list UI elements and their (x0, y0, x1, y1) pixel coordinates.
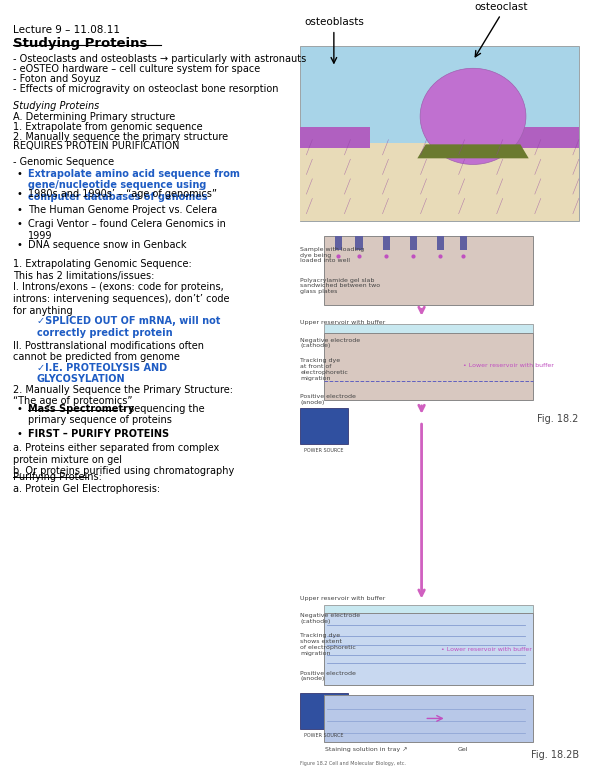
Text: 1. Extrapolating Genomic Sequence:
This has 2 limitations/issues:
I. Introns/exo: 1. Extrapolating Genomic Sequence: This … (13, 259, 230, 316)
Text: Sample with loading
dye being
loaded into well: Sample with loading dye being loaded int… (300, 246, 365, 263)
Text: ✓I.E. PROTEOLYSIS AND
GLYCOSYLATION: ✓I.E. PROTEOLYSIS AND GLYCOSYLATION (37, 363, 167, 384)
Bar (324, 695, 533, 742)
Text: - Effects of microgravity on osteoclast bone resorption: - Effects of microgravity on osteoclast … (13, 84, 278, 94)
Ellipse shape (420, 69, 526, 165)
Text: primary sequence of proteins: primary sequence of proteins (28, 415, 172, 425)
Text: 2. Manually Sequence the Primary Structure:
“The age of proteomics”: 2. Manually Sequence the Primary Structu… (13, 385, 233, 407)
Text: - Osteoclasts and osteoblasts → particularly with astronauts: - Osteoclasts and osteoblasts → particul… (13, 54, 306, 64)
Text: Fig. 18.2: Fig. 18.2 (537, 413, 579, 424)
Bar (300, 142, 579, 221)
Text: a. Proteins either separated from complex
protein mixture on gel
b. Or proteins : a. Proteins either separated from comple… (13, 444, 234, 477)
Text: - Foton and Soyuz: - Foton and Soyuz (13, 74, 101, 84)
Text: osteoclast: osteoclast (474, 2, 528, 12)
Text: Negative electrode
(cathode): Negative electrode (cathode) (300, 613, 361, 624)
Bar (324, 324, 533, 333)
Bar (355, 236, 362, 250)
Text: Tracking dye
shows extent
of electrophoretic
migration: Tracking dye shows extent of electrophor… (300, 633, 356, 655)
Text: POWER SOURCE: POWER SOURCE (305, 733, 344, 738)
Text: Figure 18.2 Cell and Molecular Biology, etc.: Figure 18.2 Cell and Molecular Biology, … (300, 761, 406, 766)
Text: - Genomic Sequence: - Genomic Sequence (13, 156, 114, 166)
Bar (300, 127, 370, 148)
Bar (300, 692, 348, 729)
Text: Studying Proteins: Studying Proteins (13, 101, 99, 111)
Bar (300, 46, 579, 221)
Text: Studying Proteins: Studying Proteins (13, 36, 148, 49)
Text: REQUIRES PROTEIN PURIFICATION: REQUIRES PROTEIN PURIFICATION (13, 142, 180, 152)
Bar (324, 613, 533, 685)
Text: Positive electrode
(anode): Positive electrode (anode) (300, 393, 356, 405)
Text: •: • (16, 169, 22, 179)
Bar (324, 236, 533, 305)
Text: The Human Genome Project vs. Celera: The Human Genome Project vs. Celera (28, 205, 217, 215)
Bar (437, 236, 444, 250)
Text: ✓SPLICED OUT OF mRNA, will not
correctly predict protein: ✓SPLICED OUT OF mRNA, will not correctly… (37, 316, 220, 338)
Text: - eOSTEO hardware – cell culture system for space: - eOSTEO hardware – cell culture system … (13, 64, 261, 74)
Text: Negative electrode
(cathode): Negative electrode (cathode) (300, 337, 361, 348)
Text: Polyacrylamide gel slab
sandwiched between two
glass plates: Polyacrylamide gel slab sandwiched betwe… (300, 277, 381, 294)
Text: POWER SOURCE: POWER SOURCE (305, 448, 344, 453)
Bar (509, 127, 579, 148)
Text: osteoblasts: osteoblasts (304, 18, 364, 28)
Text: Tracking dye
at front of
electrophoretic
migration: Tracking dye at front of electrophoretic… (300, 358, 348, 380)
Text: FIRST – PURIFY PROTEINS: FIRST – PURIFY PROTEINS (28, 429, 169, 439)
Text: II. Posttranslational modifications often
cannot be predicted from genome: II. Posttranslational modifications ofte… (13, 340, 204, 362)
Text: Upper reservoir with buffer: Upper reservoir with buffer (300, 595, 386, 601)
Text: Purifying Proteins:: Purifying Proteins: (13, 472, 102, 482)
Text: Fig. 18.2B: Fig. 18.2B (531, 750, 579, 760)
Text: Staining solution in tray ↗: Staining solution in tray ↗ (325, 748, 408, 752)
Bar (300, 407, 348, 444)
Text: Mass Spectrometry: Mass Spectrometry (28, 404, 134, 414)
Text: 1. Extrapolate from genomic sequence: 1. Extrapolate from genomic sequence (13, 122, 203, 132)
Text: Lecture 9 – 11.08.11: Lecture 9 – 11.08.11 (13, 25, 120, 35)
Text: •: • (16, 429, 22, 439)
Text: • Lower reservoir with buffer: • Lower reservoir with buffer (464, 363, 554, 368)
Text: •: • (16, 219, 22, 229)
Text: Positive electrode
(anode): Positive electrode (anode) (300, 671, 356, 681)
Text: •: • (16, 189, 22, 199)
Text: A. Determining Primary structure: A. Determining Primary structure (13, 112, 176, 122)
Text: 2. Manually sequence the primary structure: 2. Manually sequence the primary structu… (13, 132, 228, 142)
Text: – sequencing the: – sequencing the (118, 404, 205, 414)
Text: •: • (16, 239, 22, 249)
Text: •: • (16, 205, 22, 215)
Text: DNA sequence snow in Genback: DNA sequence snow in Genback (28, 239, 187, 249)
Bar (460, 236, 467, 250)
Text: 1980s and 1990s’ – “age of genomics”: 1980s and 1990s’ – “age of genomics” (28, 189, 217, 199)
Bar (410, 236, 417, 250)
Bar (324, 605, 533, 613)
Text: Cragi Ventor – found Celera Genomics in
1999: Cragi Ventor – found Celera Genomics in … (28, 219, 226, 240)
Text: Upper reservoir with buffer: Upper reservoir with buffer (300, 320, 386, 325)
Text: • Lower reservoir with buffer: • Lower reservoir with buffer (441, 648, 532, 652)
Bar (383, 236, 390, 250)
Text: a. Protein Gel Electrophoresis:: a. Protein Gel Electrophoresis: (13, 484, 161, 494)
Bar (334, 236, 342, 250)
Bar (324, 333, 533, 400)
Text: Extrapolate amino acid sequence from
gene/nucleotide sequence using
computer dat: Extrapolate amino acid sequence from gen… (28, 169, 240, 202)
Text: Gel: Gel (458, 748, 468, 752)
Text: •: • (16, 404, 22, 414)
Polygon shape (417, 144, 529, 159)
